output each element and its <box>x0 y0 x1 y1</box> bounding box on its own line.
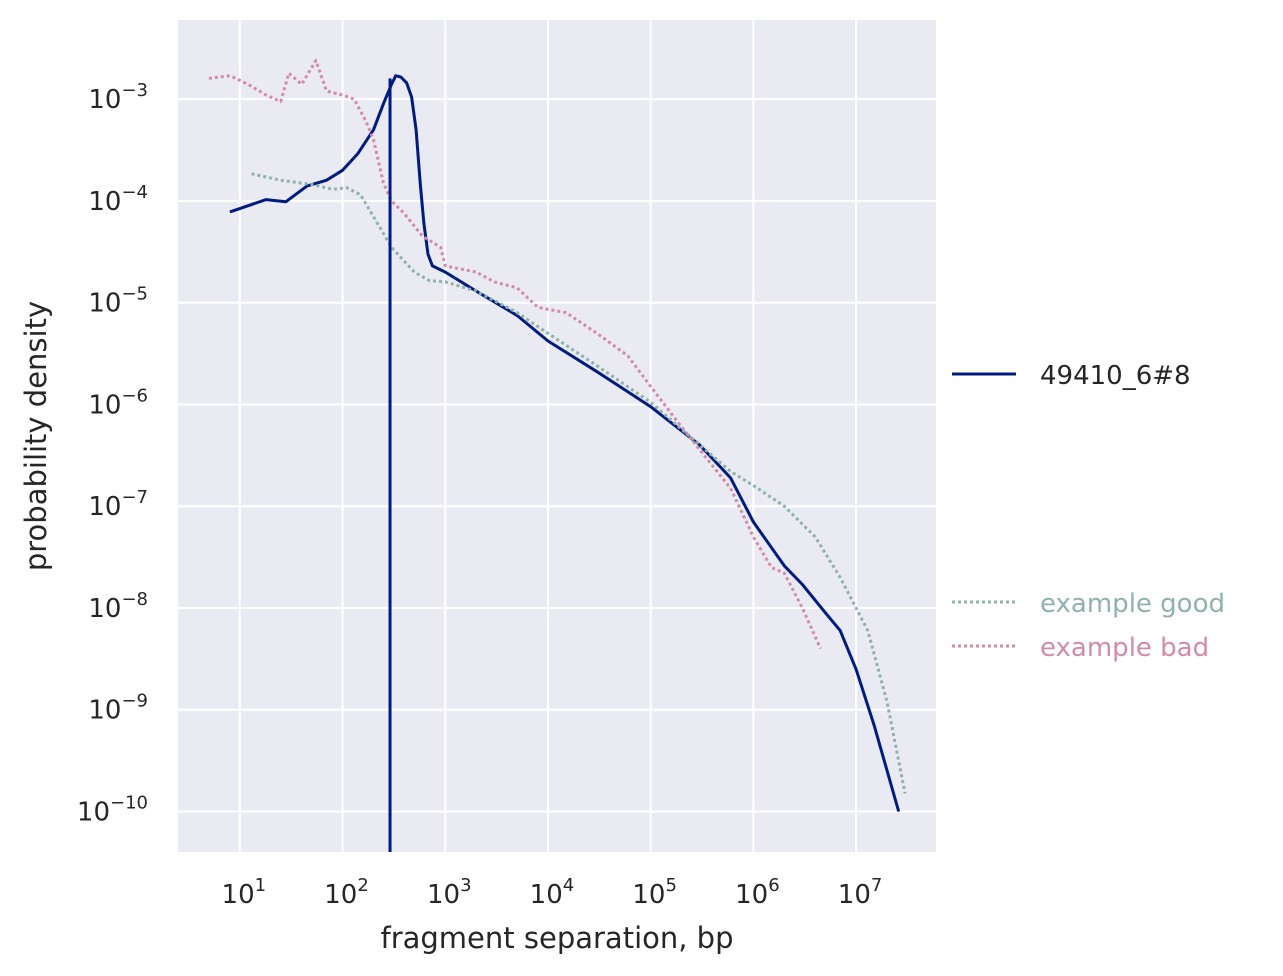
x-tick-label: 105 <box>632 875 677 910</box>
series-layer <box>208 59 907 852</box>
legend-label: example good <box>1040 589 1225 619</box>
series-line <box>251 172 907 794</box>
y-tick-label: 10−5 <box>88 284 148 319</box>
x-tick-label: 106 <box>735 875 780 910</box>
y-tick-label: 10−8 <box>88 589 148 624</box>
legend-label: 49410_6#8 <box>1040 361 1191 391</box>
series-line <box>208 59 822 650</box>
x-tick-label: 103 <box>427 875 472 910</box>
series-line <box>229 74 901 812</box>
y-tick-label: 10−10 <box>77 793 148 828</box>
x-tick-label: 101 <box>222 875 267 910</box>
y-tick-label: 10−6 <box>88 385 148 420</box>
y-tick-label: 10−9 <box>88 691 148 726</box>
legend-label: example bad <box>1040 633 1209 663</box>
y-tick-label: 10−4 <box>88 182 148 217</box>
x-axis-label: fragment separation, bp <box>381 921 734 955</box>
y-axis-label: probability density <box>19 301 53 571</box>
x-tick-label: 107 <box>838 875 883 910</box>
x-tick-label: 104 <box>530 875 575 910</box>
y-axis-ticks: 10−3 10−4 10−5 10−6 10−7 10−8 10−9 10−10 <box>77 80 148 827</box>
plot-area <box>178 20 936 852</box>
y-tick-label: 10−3 <box>88 80 148 115</box>
y-tick-label: 10−7 <box>88 487 148 522</box>
grid <box>178 20 936 852</box>
x-tick-label: 102 <box>324 875 369 910</box>
x-axis-ticks: 101 102 103 104 105 106 107 <box>222 875 883 910</box>
